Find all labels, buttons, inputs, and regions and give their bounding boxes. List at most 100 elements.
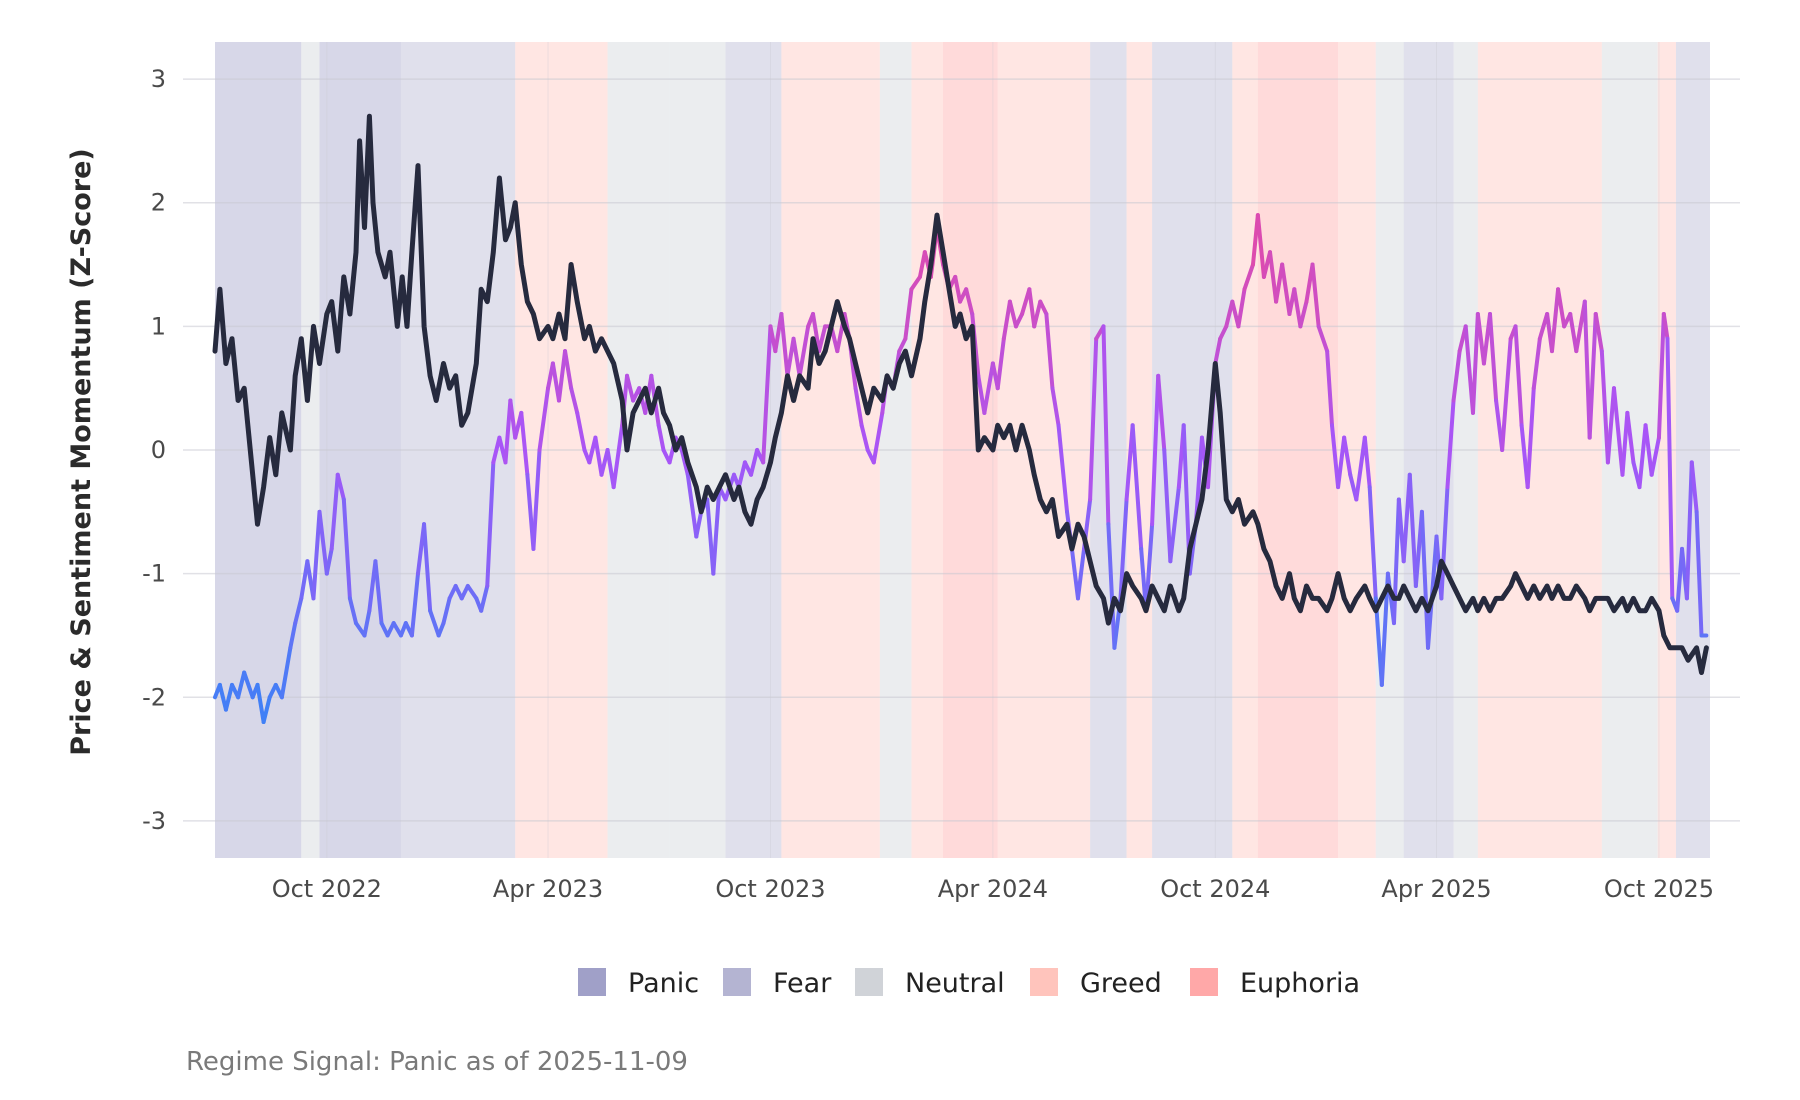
- sentiment-line-segment: [1236, 287, 1247, 329]
- sentiment-line-segment: [1525, 386, 1536, 490]
- sentiment-line-segment: [1032, 299, 1043, 329]
- series-lines: [212, 113, 1709, 724]
- sentiment-line-segment: [1101, 324, 1111, 527]
- sentiment-line-segment: [1611, 386, 1625, 477]
- sentiment-line-segment: [1656, 312, 1666, 440]
- sentiment-line-segment: [1488, 312, 1499, 403]
- legend-label-fear: Fear: [773, 968, 832, 999]
- sentiment-line-segment: [459, 584, 470, 601]
- sentiment-line-segment: [1568, 312, 1579, 354]
- sentiment-line-segment: [436, 621, 446, 638]
- sentiment-line-segment: [1280, 262, 1292, 316]
- sentiment-line-segment: [1316, 324, 1330, 354]
- legend-swatch-greed: [1030, 968, 1058, 996]
- sentiment-line-segment: [1130, 423, 1144, 551]
- sentiment-line-segment: [791, 336, 802, 378]
- legend-label-euphoria: Euphoria: [1240, 968, 1360, 999]
- sentiment-line-segment: [1445, 398, 1456, 490]
- sentiment-line-segment: [563, 349, 574, 391]
- legend: Panic Fear Neutral Greed Euphoria: [578, 968, 1360, 999]
- sentiment-line-segment: [1367, 485, 1378, 601]
- x-tick-label: Apr 2023: [493, 875, 603, 903]
- sentiment-line-segment: [1118, 497, 1129, 601]
- sentiment-line-segment: [1643, 423, 1654, 477]
- y-tick-label: -1: [142, 560, 166, 588]
- sentiment-line-segment: [593, 435, 604, 477]
- sentiment-line-segment: [1549, 287, 1561, 354]
- sentiment-line-segment: [479, 584, 490, 613]
- sentiment-line-segment: [1242, 262, 1255, 292]
- x-tick-label: Apr 2025: [1381, 875, 1491, 903]
- sentiment-line-segment: [485, 460, 496, 588]
- x-tick-label: Oct 2024: [1160, 875, 1270, 903]
- sentiment-line-segment: [685, 472, 699, 539]
- legend-label-greed: Greed: [1080, 968, 1162, 999]
- legend-label-neutral: Neutral: [905, 968, 1005, 999]
- y-tick-label: 1: [151, 312, 166, 340]
- sentiment-line-segment: [1156, 373, 1167, 452]
- sentiment-line-segment: [242, 670, 255, 700]
- sentiment-line-segment: [1027, 287, 1037, 329]
- sentiment-line-segment: [1075, 546, 1087, 601]
- sentiment-line-segment: [1056, 423, 1070, 514]
- sentiment-line-segment: [1593, 312, 1604, 354]
- sentiment-line-segment: [711, 485, 722, 576]
- sentiment-line-segment: [519, 410, 530, 477]
- sentiment-line-segment: [409, 571, 420, 638]
- sentiment-line-segment: [556, 349, 568, 403]
- sentiment-line-segment: [1162, 448, 1173, 564]
- sentiment-line-segment: [441, 596, 452, 626]
- sentiment-line-segment: [569, 386, 580, 415]
- sentiment-line-segment: [279, 645, 293, 700]
- regime-signal-caption: Regime Signal: Panic as of 2025-11-09: [186, 1047, 688, 1077]
- sentiment-line-segment: [1362, 435, 1372, 490]
- sentiment-line-segment: [811, 312, 822, 354]
- sentiment-line-segment: [531, 448, 542, 551]
- sentiment-line-segment: [1336, 435, 1347, 490]
- sentiment-line-segment: [817, 324, 828, 354]
- sentiment-line-segment: [261, 695, 272, 724]
- sentiment-line-segment: [749, 448, 760, 477]
- x-tick-label: Oct 2023: [715, 875, 825, 903]
- sentiment-line-segment: [1391, 497, 1401, 626]
- sentiment-line-segment: [1298, 299, 1309, 329]
- sentiment-line-segment: [347, 596, 358, 626]
- sentiment-line-segment: [964, 287, 975, 316]
- sentiment-line-segment: [1649, 435, 1661, 477]
- sentiment-line-segment: [373, 559, 384, 626]
- sentiment-line-segment: [422, 522, 433, 613]
- y-tick-label: 0: [151, 436, 166, 464]
- sentiment-line-segment: [1329, 423, 1341, 490]
- sentiment-line-segment: [1470, 312, 1480, 415]
- sentiment-line-segment: [1451, 349, 1462, 403]
- sentiment-line-segment: [982, 361, 995, 415]
- sentiment-line-segment: [575, 410, 587, 452]
- legend-swatch-neutral: [855, 968, 883, 996]
- sentiment-line-segment: [1531, 336, 1542, 391]
- sentiment-line-segment: [995, 336, 1006, 391]
- x-tick-label: Apr 2024: [938, 875, 1048, 903]
- y-axis-label: Price & Sentiment Momentum (Z-Score): [66, 148, 97, 756]
- sentiment-line-segment: [611, 423, 625, 490]
- sentiment-line-segment: [1218, 324, 1229, 341]
- sentiment-line-segment: [1513, 324, 1524, 428]
- sentiment-line-segment: [329, 472, 340, 551]
- sentiment-line-segment: [1168, 485, 1181, 564]
- sentiment-line-segment: [311, 509, 322, 601]
- sentiment-line-segment: [1292, 287, 1303, 329]
- sentiment-line-segment: [625, 373, 636, 403]
- sentiment-line-segment: [1407, 472, 1418, 588]
- sentiment-line-segment: [871, 410, 885, 465]
- sentiment-line-segment: [1007, 299, 1018, 329]
- sentiment-line-segment: [853, 386, 864, 428]
- sentiment-line-segment: [1439, 485, 1450, 601]
- sentiment-line-segment: [362, 608, 372, 638]
- sentiment-line-segment: [1013, 312, 1025, 329]
- legend-label-panic: Panic: [628, 968, 699, 999]
- sentiment-line-segment: [1684, 460, 1694, 601]
- x-tick-label: Oct 2025: [1604, 875, 1714, 903]
- sentiment-line-segment: [736, 460, 747, 490]
- sentiment-line-segment: [1689, 460, 1699, 514]
- y-tick-label: 2: [151, 189, 166, 217]
